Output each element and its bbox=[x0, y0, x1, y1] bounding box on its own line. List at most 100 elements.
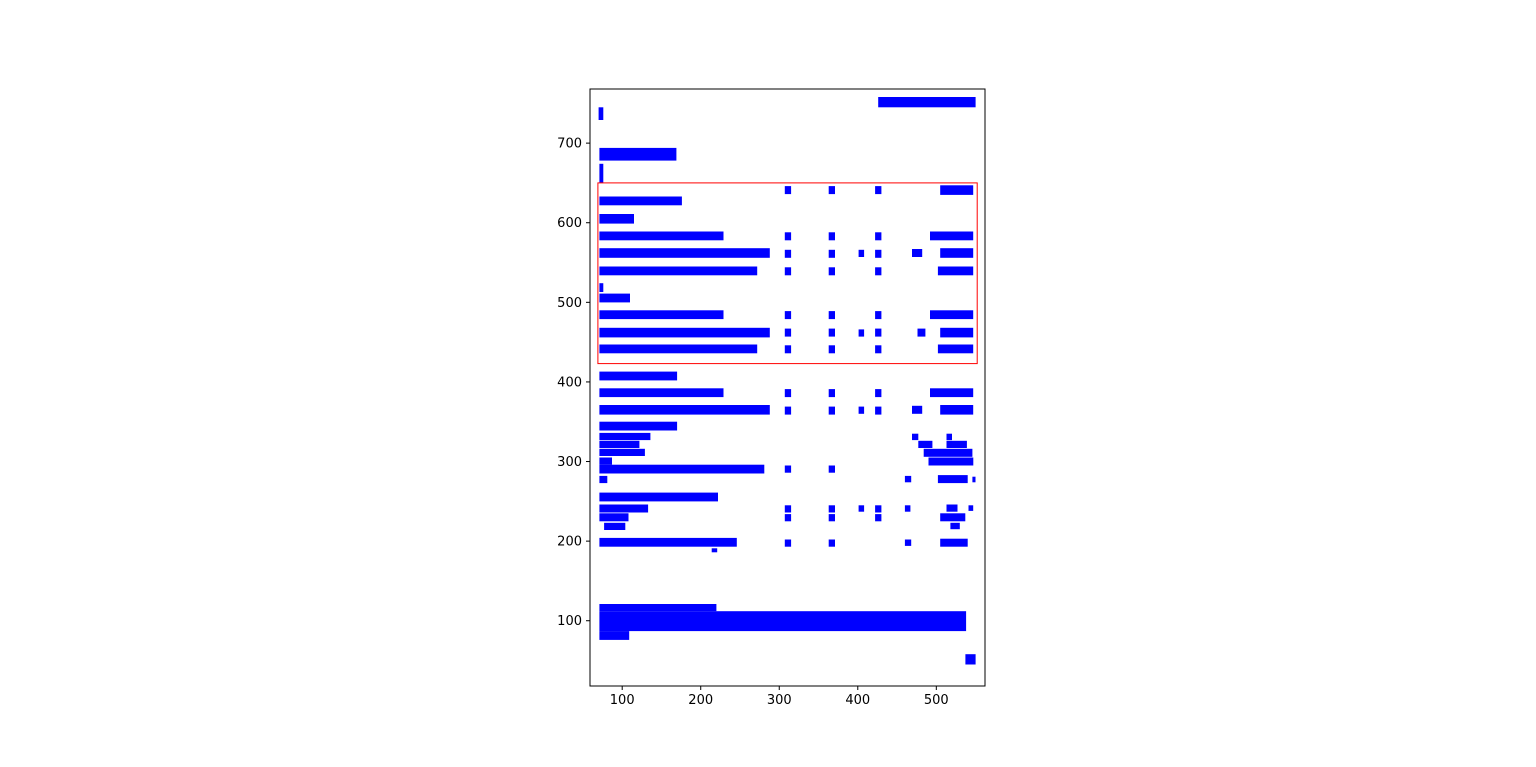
data-box bbox=[599, 464, 765, 474]
data-box bbox=[937, 266, 974, 276]
data-box bbox=[828, 539, 835, 547]
axes-frame bbox=[589, 88, 986, 687]
data-box bbox=[875, 406, 882, 415]
data-box bbox=[828, 465, 835, 473]
data-box bbox=[940, 327, 974, 338]
data-box bbox=[599, 448, 645, 456]
data-box bbox=[599, 440, 640, 448]
data-box bbox=[599, 163, 604, 183]
data-box bbox=[912, 433, 919, 441]
data-box bbox=[784, 345, 792, 354]
data-box bbox=[599, 631, 630, 640]
data-box bbox=[599, 457, 612, 465]
data-box bbox=[858, 406, 865, 414]
data-box bbox=[599, 537, 737, 547]
data-box bbox=[784, 539, 792, 547]
x-tick-label: 300 bbox=[767, 693, 792, 708]
y-tick-label: 100 bbox=[557, 614, 582, 629]
data-box bbox=[828, 406, 835, 415]
data-box bbox=[968, 505, 974, 511]
y-tick-label: 200 bbox=[557, 535, 582, 550]
data-box bbox=[965, 654, 976, 665]
x-tick-label: 500 bbox=[924, 693, 949, 708]
y-tick-label: 700 bbox=[557, 137, 582, 152]
data-box bbox=[828, 345, 835, 354]
data-box bbox=[784, 186, 792, 195]
data-box bbox=[784, 465, 792, 473]
data-box bbox=[878, 97, 976, 108]
data-box bbox=[904, 539, 912, 546]
x-tick-label: 100 bbox=[610, 693, 635, 708]
y-tick-label: 600 bbox=[557, 216, 582, 231]
highlight-rect bbox=[597, 182, 978, 365]
data-box bbox=[923, 448, 973, 457]
data-box bbox=[875, 267, 882, 276]
data-box bbox=[937, 344, 974, 354]
data-box bbox=[599, 231, 724, 241]
data-box bbox=[784, 328, 792, 337]
data-box bbox=[875, 249, 882, 258]
data-box bbox=[946, 504, 958, 512]
data-box bbox=[599, 293, 630, 303]
data-box bbox=[940, 538, 968, 547]
data-box bbox=[599, 248, 770, 258]
x-axis: 100 200 300 400 500 bbox=[610, 686, 949, 708]
data-box bbox=[599, 475, 608, 484]
data-box bbox=[599, 421, 678, 431]
data-box bbox=[784, 232, 792, 241]
data-box bbox=[904, 475, 912, 483]
data-boxes bbox=[598, 97, 976, 665]
data-box bbox=[875, 311, 882, 320]
y-tick-label: 400 bbox=[557, 375, 582, 390]
data-box bbox=[917, 328, 926, 337]
data-box bbox=[828, 505, 835, 513]
data-box bbox=[912, 249, 923, 257]
data-box bbox=[940, 248, 974, 258]
data-box bbox=[904, 505, 911, 512]
data-box bbox=[928, 457, 974, 466]
data-box bbox=[784, 505, 792, 513]
data-box bbox=[599, 327, 770, 338]
data-box bbox=[875, 232, 882, 241]
data-box bbox=[784, 514, 792, 522]
data-box bbox=[784, 389, 792, 398]
data-box bbox=[930, 388, 974, 398]
data-box bbox=[828, 514, 835, 522]
data-box bbox=[599, 344, 758, 354]
data-box bbox=[875, 328, 882, 337]
x-tick-label: 200 bbox=[688, 693, 713, 708]
data-box bbox=[828, 186, 835, 195]
data-box bbox=[937, 475, 968, 484]
data-box bbox=[604, 522, 626, 530]
data-box bbox=[930, 310, 974, 320]
data-box bbox=[599, 604, 717, 612]
y-axis: 100 200 300 400 500 600 700 bbox=[557, 137, 590, 629]
data-box bbox=[599, 147, 677, 161]
data-box bbox=[930, 231, 974, 241]
data-box bbox=[784, 249, 792, 258]
data-box bbox=[972, 476, 976, 483]
data-box bbox=[912, 405, 923, 414]
data-box bbox=[875, 505, 882, 513]
data-box bbox=[858, 329, 865, 337]
data-box bbox=[875, 389, 882, 398]
data-box bbox=[828, 311, 835, 320]
data-box bbox=[946, 440, 967, 448]
data-box bbox=[599, 266, 758, 276]
data-box bbox=[950, 522, 960, 530]
data-box bbox=[599, 310, 724, 320]
data-box bbox=[599, 388, 724, 398]
data-box bbox=[875, 345, 882, 354]
data-box bbox=[599, 611, 967, 632]
data-box bbox=[918, 440, 933, 448]
data-box bbox=[940, 185, 974, 195]
data-box bbox=[599, 405, 770, 415]
data-box bbox=[599, 513, 629, 522]
data-box bbox=[599, 283, 604, 292]
data-box bbox=[828, 232, 835, 241]
data-box bbox=[784, 406, 792, 415]
data-box bbox=[599, 371, 678, 381]
data-box bbox=[599, 504, 649, 513]
data-box bbox=[940, 513, 966, 522]
